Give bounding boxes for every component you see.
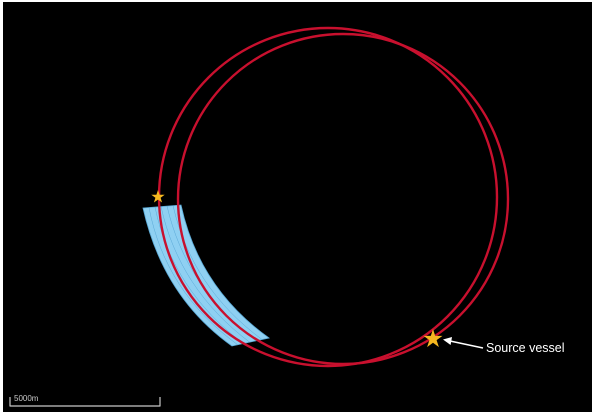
source-vessel-arrow — [443, 337, 484, 349]
map-canvas: Source vessel 5000m — [3, 2, 592, 412]
survey-diagram: Source vessel 5000m — [9, 26, 565, 407]
coverage-swath — [142, 204, 270, 347]
track-circle-inner — [176, 32, 510, 366]
star-marker-start — [151, 190, 165, 203]
star-marker-source-vessel — [423, 329, 443, 348]
source-vessel-label: Source vessel — [486, 341, 565, 355]
scale-bar — [9, 397, 161, 407]
scale-bar-label: 5000m — [14, 394, 39, 403]
